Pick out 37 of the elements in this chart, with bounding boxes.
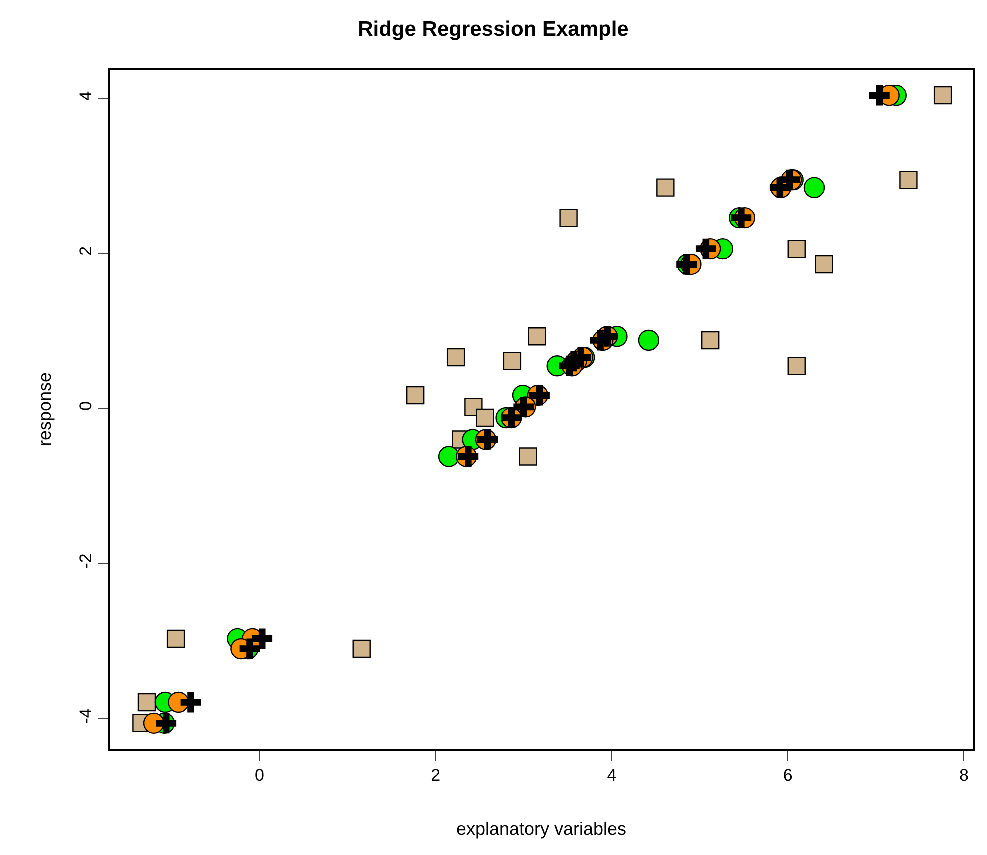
point (528, 328, 546, 346)
x-axis-title: explanatory variables (456, 818, 627, 839)
point (638, 330, 660, 352)
point (804, 177, 826, 198)
x-tick-label: 2 (431, 766, 441, 786)
point (406, 386, 425, 405)
point (476, 408, 494, 428)
y-tick-label: 4 (76, 91, 96, 101)
point (446, 348, 466, 367)
point (656, 178, 675, 197)
y-axis-title: response (35, 372, 56, 447)
x-tick-label: 6 (783, 766, 793, 786)
x-tick-label: 4 (607, 766, 617, 786)
point (900, 170, 918, 190)
point (252, 628, 273, 650)
point (869, 85, 890, 106)
point (166, 630, 186, 648)
point (701, 331, 720, 350)
point (788, 240, 806, 258)
x-tick-label: 0 (254, 766, 264, 786)
point (934, 86, 952, 105)
x-tick-label: 8 (959, 766, 969, 786)
point (560, 208, 578, 228)
point (438, 446, 460, 468)
y-tick-label: 0 (76, 401, 96, 411)
chart-title: Ridge Regression Example (358, 18, 629, 42)
point (696, 238, 716, 260)
point (519, 448, 538, 466)
point (138, 693, 156, 712)
point (503, 352, 522, 371)
y-tick-label: -2 (76, 554, 96, 569)
y-tick-label: 2 (76, 246, 96, 256)
y-tick-label: -4 (76, 708, 96, 724)
point (815, 255, 834, 274)
point (352, 640, 371, 658)
point (180, 692, 202, 713)
point (788, 356, 806, 376)
